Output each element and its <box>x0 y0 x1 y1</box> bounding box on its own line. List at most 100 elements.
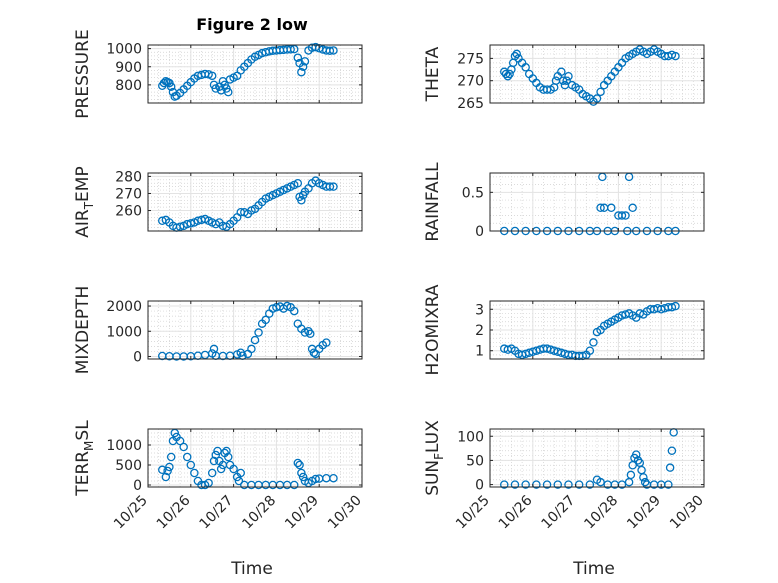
data-point <box>261 315 270 325</box>
y-tick-label: 0 <box>475 224 484 240</box>
y-axis-label: TERRMSL <box>73 420 96 497</box>
y-axis-label-main: MIXDEPTH <box>73 286 93 375</box>
y-axis-label-subscript: M <box>82 441 96 451</box>
data-point <box>592 94 602 103</box>
y-tick-label: 100 <box>457 429 484 445</box>
data-point <box>166 452 176 462</box>
data-point <box>311 474 320 484</box>
y-tick-label: 0.5 <box>462 185 484 201</box>
y-axis-label: SUNFLUX <box>423 420 446 496</box>
data-point <box>286 45 295 54</box>
data-point <box>163 466 172 476</box>
subplot-pressure: 800 900 1000 PRESSURE <box>73 29 363 119</box>
data-point <box>306 329 315 339</box>
data-point <box>617 211 627 220</box>
data-point <box>216 464 226 474</box>
axes-box <box>147 428 363 488</box>
axes-box <box>489 172 705 232</box>
data-point <box>589 338 598 347</box>
data-point <box>329 182 338 191</box>
data-point <box>596 203 605 213</box>
x-tick-label: 10/30 <box>325 493 365 533</box>
axes-box <box>147 300 363 360</box>
data-point <box>564 71 573 81</box>
y-axis-label-main: TERR <box>73 451 93 497</box>
y-axis-label-main: THETA <box>423 46 443 102</box>
axes-box <box>489 428 705 488</box>
data-point <box>510 480 520 489</box>
data-point <box>186 219 196 228</box>
y-tick-label: 0 <box>133 478 142 494</box>
subplot-h2omixra: 1 2 3 H2OMIXRA <box>423 284 705 376</box>
y-axis-label: H2OMIXRA <box>423 284 443 375</box>
y-axis-label-rest: EMP <box>73 166 93 202</box>
y-tick-label: 270 <box>115 186 142 202</box>
data-point <box>293 178 303 188</box>
y-tick-label: 270 <box>457 74 484 90</box>
data-point <box>222 446 231 456</box>
y-axis-label-rest: LUX <box>423 420 443 453</box>
y-axis-label: AIRTEMP <box>73 166 96 237</box>
data-point <box>161 472 171 482</box>
y-axis-label-subscript: F <box>432 453 446 460</box>
data-point <box>190 468 199 478</box>
plot-area <box>490 173 704 231</box>
data-point <box>626 470 636 480</box>
y-tick-label: 3 <box>475 302 484 318</box>
x-tick-label: 10/29 <box>282 493 322 533</box>
data-point <box>179 442 188 452</box>
data-point <box>289 480 299 490</box>
y-tick-label: 1 <box>475 344 484 360</box>
x-tick-label: 10/28 <box>581 493 621 533</box>
data-point <box>229 464 238 474</box>
x-tick-label: 10/29 <box>624 493 664 533</box>
data-point <box>165 462 174 472</box>
figure-title: Figure 2 low <box>196 15 308 34</box>
axes-box <box>489 44 705 104</box>
x-tick-label: 10/27 <box>197 493 237 533</box>
y-axis-label-main: PRESSURE <box>73 29 93 118</box>
y-tick-label: 275 <box>457 51 484 67</box>
data-point <box>325 182 335 191</box>
x-tick-label: 10/25 <box>111 493 151 533</box>
y-axis-label-main: AIR <box>73 209 93 238</box>
data-point <box>247 344 256 354</box>
data-point <box>521 63 530 72</box>
data-point <box>628 203 637 213</box>
data-point <box>503 71 513 81</box>
y-tick-label: 1000 <box>106 42 142 58</box>
data-point <box>607 203 616 213</box>
data-point <box>223 452 233 462</box>
data-point <box>325 46 335 56</box>
data-point <box>585 480 595 489</box>
data-point <box>512 49 522 59</box>
data-point <box>298 472 308 482</box>
data-point <box>236 468 245 478</box>
y-axis-label: THETA <box>423 46 443 102</box>
data-point <box>207 468 217 478</box>
y-axis-label-subscript: T <box>82 201 96 210</box>
data-point <box>621 211 630 220</box>
data-point <box>553 480 563 489</box>
data-point <box>297 468 306 478</box>
axes-box <box>147 44 363 104</box>
data-point <box>667 302 677 312</box>
data-point <box>293 458 303 468</box>
x-tick-label: 10/26 <box>496 492 536 532</box>
data-point <box>542 480 552 489</box>
data-point <box>293 53 303 62</box>
plot-area <box>490 429 704 487</box>
data-point <box>564 480 573 489</box>
y-tick-label: 2 <box>475 323 484 339</box>
x-tick-label: 10/25 <box>453 493 493 533</box>
data-point <box>562 76 571 85</box>
data-point <box>182 452 192 462</box>
data-point <box>665 463 675 472</box>
data-point <box>158 465 167 475</box>
data-point <box>505 69 514 79</box>
data-point <box>521 480 530 489</box>
y-tick-label: 1000 <box>106 324 142 340</box>
data-point <box>211 450 221 460</box>
